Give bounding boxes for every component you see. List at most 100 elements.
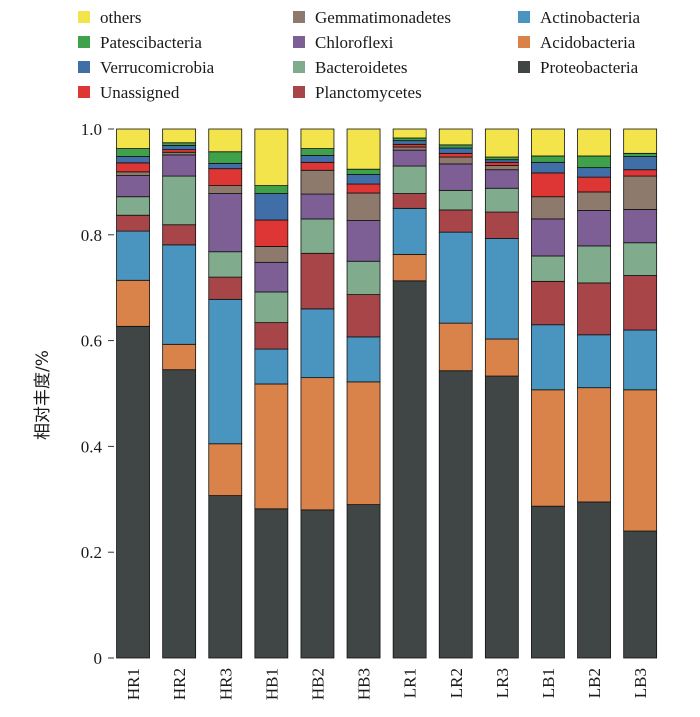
bar-segment-bacteroidetes-lr3 [484,187,519,213]
bar-segment-unassigned-lb1 [531,172,565,198]
bar-segment-verrucomicrobia-lr1 [392,140,427,145]
bar-segment-actinobacteria-lr3 [484,238,519,340]
bar-segment-acidobacteria-hb1 [254,383,289,510]
y-tick-label: 1.0 [81,120,102,139]
legend-swatch-verrucomicrobia [78,61,90,73]
y-tick-label: 0.4 [81,437,103,456]
bar-segment-proteobacteria-lb1 [531,505,565,659]
bar-segment-planctomycetes-lr2 [438,209,473,233]
bar-stack-hb1 [254,128,289,659]
legend-swatch-chloroflexi [293,36,305,48]
bar-segment-actinobacteria-hb2 [300,308,335,379]
legend-label-unassigned: Unassigned [100,83,180,102]
bar-stack-lb2 [577,128,611,659]
bar-segment-bacteroidetes-hr2 [162,175,197,226]
bar-segment-bacteroidetes-hb3 [346,260,381,295]
bar-segment-proteobacteria-lb3 [623,530,658,659]
bar-segment-patescibacteria-hr3 [208,151,243,164]
bar-segment-planctomycetes-lb2 [577,282,611,336]
bar-segment-acidobacteria-hb2 [300,377,335,511]
legend-swatch-patescibacteria [78,36,90,48]
bar-segment-acidobacteria-lb1 [531,389,565,507]
bar-segment-gemmatimonadetes-hb2 [300,169,335,195]
bar-segment-patescibacteria-hr1 [116,148,150,157]
legend-label-actinobacteria: Actinobacteria [540,8,641,27]
bar-segment-verrucomicrobia-lb1 [531,161,565,174]
bar-segment-planctomycetes-lr3 [484,211,519,239]
legend-swatch-unassigned [78,86,90,98]
x-tick-label: HR1 [124,668,143,700]
bar-segment-verrucomicrobia-hb1 [254,193,289,221]
x-tick-label: LR1 [401,668,420,698]
bar-segment-others-hb1 [254,128,289,187]
bar-segment-chloroflexi-lr2 [438,163,473,191]
bar-segment-actinobacteria-hb3 [346,336,381,383]
bar-segment-bacteroidetes-lb2 [577,245,611,284]
bar-segment-bacteroidetes-hr1 [116,196,150,216]
bar-segment-proteobacteria-hr2 [162,369,197,659]
bar-segment-unassigned-hr3 [208,168,243,187]
y-tick-label: 0 [94,649,103,668]
bar-segment-proteobacteria-hr1 [116,325,150,659]
legend-swatch-planctomycetes [293,86,305,98]
bar-segment-chloroflexi-hr2 [162,154,197,177]
bar-segment-gemmatimonadetes-lb2 [577,191,611,211]
bar-segment-verrucomicrobia-lr2 [438,147,473,154]
bar-segment-actinobacteria-hr3 [208,298,243,445]
bar-segment-acidobacteria-hr2 [162,343,197,371]
legend-swatch-bacteroidetes [293,61,305,73]
x-tick-label: LB3 [631,668,650,698]
bar-stack-hb3 [346,128,381,659]
bar-segment-unassigned-hb1 [254,219,289,247]
bar-segment-planctomycetes-lr1 [392,193,427,209]
bar-segment-actinobacteria-hr2 [162,244,197,345]
bar-segment-bacteroidetes-hr3 [208,251,243,278]
legend: others Gemmatimonadetes Actinobacteria Pate… [78,8,641,102]
x-tick-label: HB2 [308,668,327,700]
bar-segment-bacteroidetes-lr2 [438,189,473,211]
bar-stack-lr2 [438,128,473,659]
x-tick-label: LB2 [585,668,604,698]
legend-label-chloroflexi: Chloroflexi [315,33,394,52]
bar-segment-bacteroidetes-lr1 [392,165,427,194]
bar-segment-bacteroidetes-lb3 [623,242,658,276]
bar-segment-proteobacteria-lr3 [484,375,519,659]
bar-segment-gemmatimonadetes-lb1 [531,196,565,220]
bar-segment-others-hr3 [208,128,243,153]
bar-segment-proteobacteria-lr2 [438,370,473,659]
x-tick-label: HB1 [262,668,281,700]
bar-segment-bacteroidetes-hb1 [254,291,289,324]
bar-stack-lb3 [623,128,658,659]
x-tick-label: LB1 [539,668,558,698]
bar-segment-actinobacteria-lb2 [577,334,611,389]
bar-segment-chloroflexi-hb1 [254,261,289,293]
bar-segment-patescibacteria-hb3 [346,168,381,175]
bar-segment-chloroflexi-hb3 [346,220,381,262]
bar-segment-verrucomicrobia-hb2 [300,155,335,163]
bar-segment-unassigned-hb2 [300,161,335,171]
legend-swatch-acidobacteria [518,36,530,48]
legend-label-gemmatimonadetes: Gemmatimonadetes [315,8,451,27]
bar-segment-chloroflexi-hb2 [300,193,335,220]
bar-segment-gemmatimonadetes-lr3 [484,165,519,171]
legend-label-planctomycetes: Planctomycetes [315,83,422,102]
bar-segment-planctomycetes-hb3 [346,294,381,338]
bar-segment-acidobacteria-lb2 [577,387,611,503]
y-tick-label: 0.2 [81,543,102,562]
bar-segment-acidobacteria-lr2 [438,322,473,372]
bar-segment-verrucomicrobia-hr3 [208,162,243,170]
x-tick-label: LR2 [447,668,466,698]
bar-segment-planctomycetes-hr1 [116,214,150,232]
legend-swatch-others [78,11,90,23]
bars [116,128,658,659]
bar-segment-actinobacteria-hr1 [116,230,150,281]
legend-swatch-gemmatimonadetes [293,11,305,23]
legend-label-acidobacteria: Acidobacteria [540,33,636,52]
x-tick-label: LR3 [493,668,512,698]
bar-segment-acidobacteria-lr1 [392,253,427,282]
bar-segment-chloroflexi-lb3 [623,209,658,244]
bar-segment-acidobacteria-hr3 [208,443,243,496]
bar-segment-planctomycetes-hr2 [162,224,197,246]
bar-segment-chloroflexi-lb2 [577,210,611,247]
